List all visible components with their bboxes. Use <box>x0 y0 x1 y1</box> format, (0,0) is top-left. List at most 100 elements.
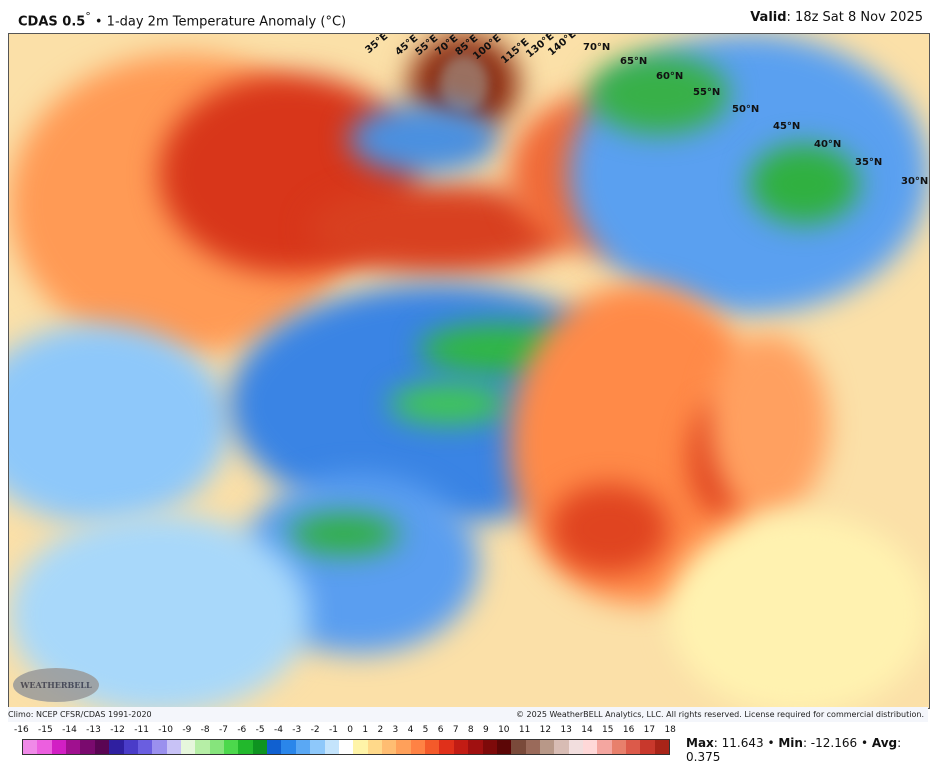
lat-label: 55°N <box>693 87 721 98</box>
colorbar-tick-label: 2 <box>377 725 384 735</box>
colorbar-tick-label: 12 <box>539 725 552 735</box>
colorbar-swatch <box>123 740 138 754</box>
colorbar-tick-label: -5 <box>255 725 265 735</box>
colorbar-swatch <box>367 740 382 754</box>
lat-label: 35°N <box>855 157 883 168</box>
anomaly-cold-pacific-core <box>749 144 859 224</box>
colorbar-swatch <box>166 740 181 754</box>
colorbar <box>22 739 670 755</box>
colorbar-tick-label: 16 <box>622 725 635 735</box>
colorbar-swatch <box>37 740 52 754</box>
footer-strip: Climo: NCEP CFSR/CDAS 1991-2020 © 2025 W… <box>8 707 928 722</box>
valid-time: Valid: 18z Sat 8 Nov 2025 <box>750 10 923 25</box>
colorbar-swatch <box>381 740 397 754</box>
colorbar-swatch <box>252 740 268 754</box>
colorbar-swatch <box>224 740 239 754</box>
colorbar-swatch <box>539 740 555 754</box>
colorbar-tick-label: 1 <box>362 725 369 735</box>
colorbar-swatch <box>180 740 196 754</box>
colorbar-swatch <box>611 740 627 754</box>
colorbar-swatch <box>453 740 469 754</box>
colorbar-tick-label: -10 <box>158 725 173 735</box>
anomaly-cold-green-2 <box>389 384 509 424</box>
colorbar-tick-label: 17 <box>643 725 656 735</box>
lat-label: 30°N <box>901 176 929 187</box>
lat-label: 50°N <box>732 104 760 115</box>
colorbar-swatch <box>338 740 354 754</box>
colorbar-swatch <box>267 740 282 754</box>
avg-value: : 0.375 <box>686 736 902 764</box>
colorbar-swatch <box>511 740 526 754</box>
lat-label: 45°N <box>773 121 801 132</box>
lat-label: 40°N <box>814 139 842 150</box>
colorbar-swatch <box>109 740 124 754</box>
colorbar-tick-label: -1 <box>328 725 338 735</box>
colorbar-swatch <box>209 740 225 754</box>
anomaly-cold-green-3 <box>289 514 399 554</box>
lat-label: 60°N <box>656 71 684 82</box>
colorbar-swatch <box>640 740 655 754</box>
colorbar-tick-label: 6 <box>437 725 444 735</box>
colorbar-tick-label: 8 <box>467 725 474 735</box>
colorbar-swatch <box>597 740 612 754</box>
temperature-anomaly-map[interactable]: 70°N 65°N 60°N 55°N 50°N 45°N 40°N 35°N … <box>8 33 930 709</box>
colorbar-tick-label: -6 <box>237 725 247 735</box>
colorbar-swatch <box>654 740 670 754</box>
colorbar-tick-label: -3 <box>292 725 302 735</box>
colorbar-swatch <box>295 740 311 754</box>
lat-label: 70°N <box>583 42 611 53</box>
colorbar-swatch <box>396 740 411 754</box>
colorbar-swatch <box>137 740 153 754</box>
colorbar-swatch <box>94 740 110 754</box>
colorbar-tick-label: -14 <box>62 725 77 735</box>
colorbar-tick-label: 18 <box>664 725 676 735</box>
lon-label: 35°E <box>363 33 391 56</box>
anomaly-cold-atlantic <box>9 324 229 524</box>
anomaly-hot-south-china <box>549 484 669 574</box>
colorbar-tick-label: 13 <box>560 725 572 735</box>
colorbar-tick-label: -8 <box>200 725 210 735</box>
colorbar-tick-label: -4 <box>273 725 283 735</box>
colorbar-swatch <box>23 740 38 754</box>
stats: Max: 11.643 • Min: -12.166 • Avg: 0.375 <box>686 736 935 764</box>
colorbar-tick-label: -7 <box>218 725 228 735</box>
climo-note: Climo: NCEP CFSR/CDAS 1991-2020 <box>8 710 152 719</box>
colorbar-swatch <box>66 740 81 754</box>
colorbar-swatch <box>626 740 641 754</box>
colorbar-tick-label: 11 <box>518 725 531 735</box>
colorbar-tick-label: 5 <box>422 725 429 735</box>
colorbar-swatch <box>583 740 598 754</box>
anomaly-cold-taimyr <box>349 104 499 174</box>
colorbar-swatch <box>525 740 540 754</box>
colorbar-tick-label: -9 <box>182 725 192 735</box>
colorbar-tick-label: -13 <box>86 725 101 735</box>
colorbar-tick-label: 0 <box>347 725 354 735</box>
valid-value: : 18z Sat 8 Nov 2025 <box>786 10 923 25</box>
min-label: Min <box>778 736 803 750</box>
colorbar-swatch <box>324 740 339 754</box>
copyright: © 2025 WeatherBELL Analytics, LLC. All r… <box>516 710 924 719</box>
colorbar-tick-label: -15 <box>38 725 53 735</box>
lat-label: 65°N <box>620 56 648 67</box>
colorbar-swatch <box>238 740 253 754</box>
colorbar-swatch <box>310 740 325 754</box>
anomaly-extreme-core <box>439 54 489 114</box>
colorbar-tick-label: 10 <box>498 725 510 735</box>
colorbar-swatch <box>482 740 497 754</box>
colorbar-tick-label: -16 <box>14 725 29 735</box>
max-value: : 11.643 • <box>713 736 779 750</box>
colorbar-tick-label: 4 <box>407 725 414 735</box>
colorbar-swatch <box>410 740 426 754</box>
colorbar-swatch <box>281 740 296 754</box>
colorbar-tick-label: 15 <box>602 725 614 735</box>
anomaly-cold-kamchatka <box>589 54 729 134</box>
colorbar-swatch <box>195 740 210 754</box>
colorbar-ticks: -16 -15 -14 -13 -12 -11 -10 -9 -8 -7 -6 -5 -4 -3 -2 -1 0… <box>14 725 676 735</box>
weatherbell-logo: WEATHERBELL <box>13 668 99 702</box>
colorbar-swatch <box>554 740 569 754</box>
colorbar-swatch <box>568 740 584 754</box>
colorbar-tick-label: -2 <box>310 725 320 735</box>
model-name: CDAS 0.5 <box>18 14 86 30</box>
anomaly-mild-southeast <box>669 514 929 708</box>
colorbar-tick-label: -12 <box>110 725 125 735</box>
